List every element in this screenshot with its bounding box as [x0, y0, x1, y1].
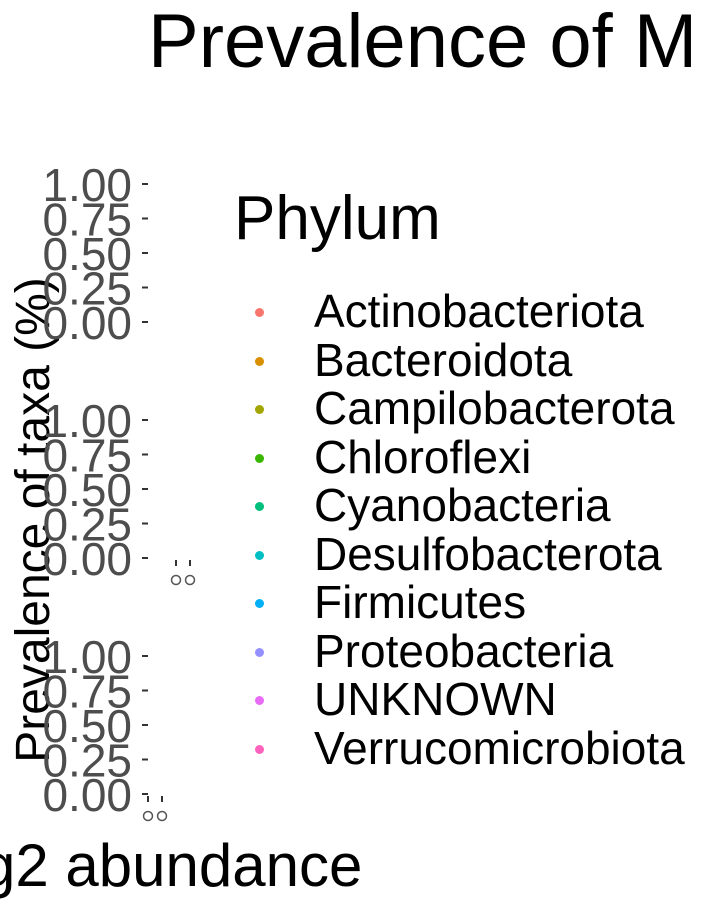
legend-label: Actinobacteriota: [314, 285, 644, 337]
legend-label: Cyanobacteria: [314, 479, 611, 531]
data-point: [142, 810, 154, 822]
legend-key-icon: [255, 308, 264, 317]
data-point: [170, 574, 182, 586]
y-tick-label: 0.75: [42, 430, 132, 482]
y-tick-label: 1.00: [42, 395, 132, 447]
legend-title: Phylum: [234, 184, 441, 253]
y-tick-label: 0.50: [42, 700, 132, 752]
legend-label: Proteobacteria: [314, 624, 614, 677]
y-tick-label: 0.00: [42, 297, 132, 349]
y-tick-label: 1.00: [42, 159, 132, 211]
y-tick-label: 0.25: [42, 735, 132, 787]
legend-label: Campilobacterota: [314, 382, 675, 434]
data-point: [156, 810, 168, 822]
legend-key-icon: [255, 453, 264, 463]
x-axis-label: g2 abundance: [0, 832, 363, 899]
y-tick-label: 0.25: [42, 263, 132, 315]
legend-key-icon: [255, 550, 264, 560]
legend-label: Desulfobacterota: [314, 527, 662, 580]
legend-label: Verrucomicrobiota: [314, 721, 685, 774]
legend-key-icon: [255, 599, 264, 608]
y-tick-label: 0.00: [42, 533, 132, 585]
legend-key-icon: [255, 696, 264, 705]
legend-label: Chloroflexi: [314, 430, 532, 483]
legend-label: Firmicutes: [314, 576, 527, 628]
legend-key-icon: [255, 744, 264, 754]
y-tick-label: 0.75: [42, 194, 132, 246]
y-tick-label: 0.50: [42, 464, 132, 516]
y-tick-label: 0.50: [42, 228, 132, 280]
data-point: [184, 574, 196, 586]
legend-label: UNKNOWN: [314, 673, 557, 725]
legend-key-icon: [255, 647, 264, 657]
y-tick-label: 0.00: [42, 769, 132, 821]
legend-label: Bacteroidota: [314, 333, 573, 386]
y-tick-label: 0.75: [42, 666, 132, 718]
y-tick-label: 1.00: [42, 631, 132, 683]
chart-title: Prevalence of M: [148, 0, 698, 84]
legend-key-icon: [255, 356, 264, 366]
legend-key-icon: [255, 405, 264, 414]
y-tick-label: 0.25: [42, 499, 132, 551]
legend-key-icon: [255, 502, 264, 511]
